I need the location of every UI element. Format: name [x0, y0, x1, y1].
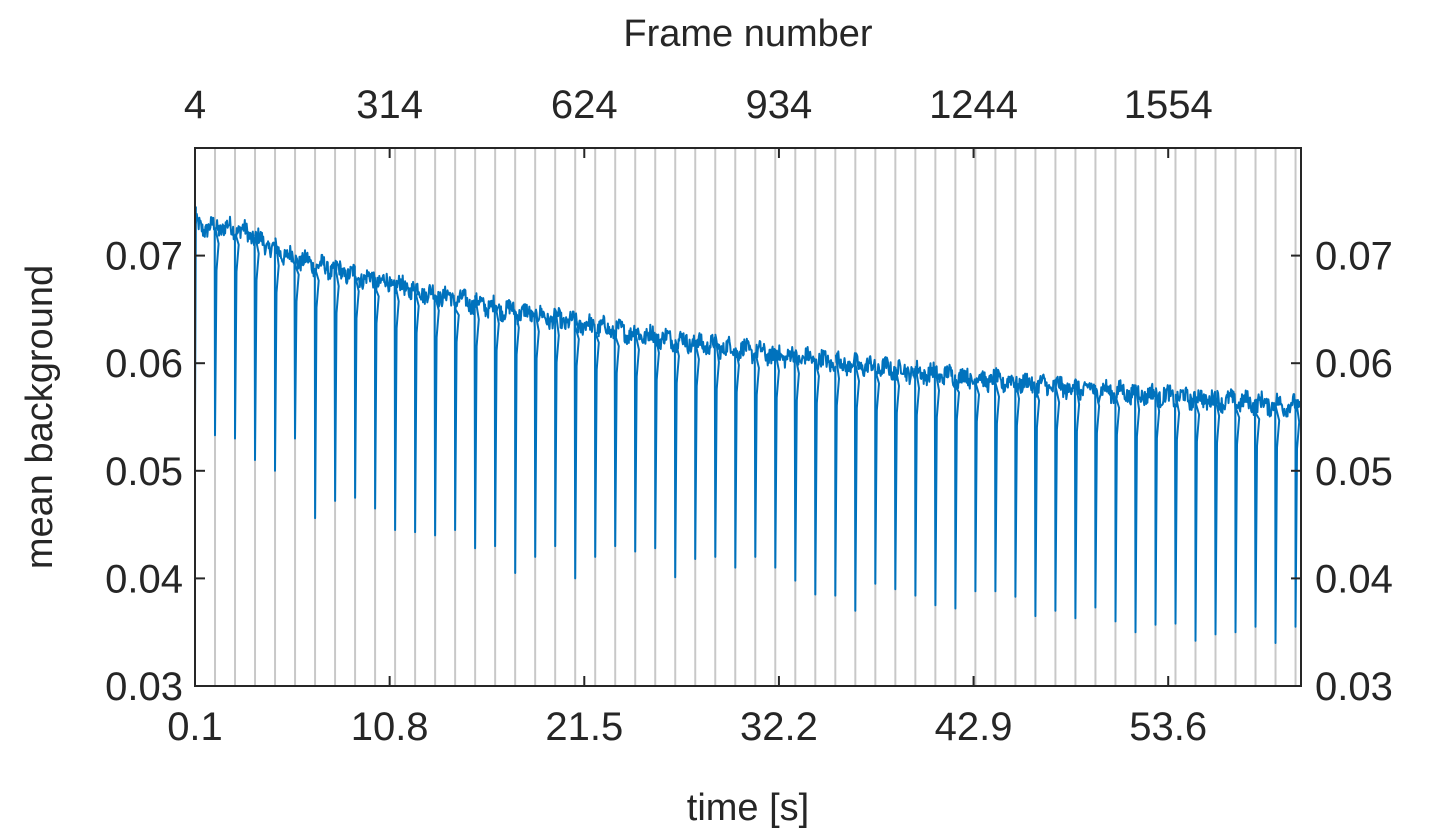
top-x-axis-title: Frame number [623, 13, 873, 55]
x-tick-label-1: 10.8 [351, 705, 429, 749]
plot-frame [194, 147, 1302, 687]
right-y-tick-label-3: 0.06 [1315, 342, 1393, 386]
series-layer [194, 206, 1302, 644]
y-tick-label-1: 0.04 [105, 557, 183, 601]
y-axis-title: mean background [19, 265, 61, 569]
top-x-tick-label-2: 624 [551, 83, 618, 127]
top-x-tick-label-4: 1244 [929, 83, 1018, 127]
y-tick-label-2: 0.05 [105, 450, 183, 494]
x-tick-label-2: 21.5 [545, 705, 623, 749]
x-tick-label-3: 32.2 [740, 705, 818, 749]
x-tick-label-0: 0.1 [167, 705, 223, 749]
series-line-mean-background [194, 206, 1302, 644]
right-y-tick-label-1: 0.04 [1315, 557, 1393, 601]
right-y-tick-label-2: 0.05 [1315, 450, 1393, 494]
top-x-tick-label-3: 934 [746, 83, 813, 127]
y-tick-label-0: 0.03 [105, 665, 183, 709]
top-x-tick-label-1: 314 [356, 83, 423, 127]
x-tick-label-4: 42.9 [935, 705, 1013, 749]
top-x-tick-label-5: 1554 [1124, 83, 1213, 127]
y-tick-label-3: 0.06 [105, 342, 183, 386]
right-y-tick-label-0: 0.03 [1315, 665, 1393, 709]
top-x-tick-label-0: 4 [184, 83, 206, 127]
x-tick-label-5: 53.6 [1129, 705, 1207, 749]
right-y-tick-label-4: 0.07 [1315, 235, 1393, 279]
x-axis-title: time [s] [687, 787, 809, 829]
y-tick-label-4: 0.07 [105, 235, 183, 279]
tick-layer: 0.1 4 10.8 314 21.5 624 32.2 934 42.9 1244 53.6 155… [105, 83, 1393, 749]
